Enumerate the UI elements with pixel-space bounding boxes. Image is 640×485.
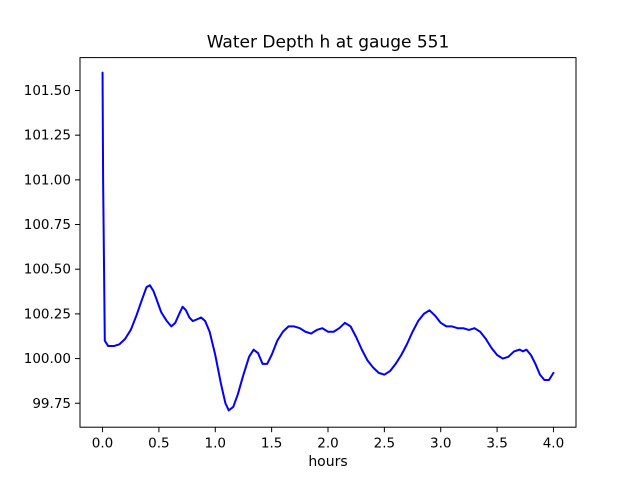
x-axis-tick-label: 0.0 [92,436,113,452]
chart-title: Water Depth h at gauge 551 [207,33,450,53]
y-axis-tick-label: 99.75 [32,396,71,412]
x-axis-tick-label: 0.5 [148,436,169,452]
y-axis-tick-label: 101.00 [24,172,71,188]
x-axis-tick-label: 2.0 [317,436,338,452]
y-axis-tick-label: 101.50 [24,83,71,99]
x-axis-tick-label: 3.0 [430,436,451,452]
x-axis-label: hours [308,454,347,470]
y-axis-tick-label: 100.25 [24,306,71,322]
y-axis: 99.75 100.00 100.25 100.50 100.75 101.00 101.2… [24,83,80,412]
x-axis-tick-label: 1.5 [261,436,282,452]
x-axis-tick-label: 4.0 [543,436,564,452]
y-axis-tick-label: 100.00 [24,351,71,367]
data-series [101,71,555,412]
x-axis-tick-label: 3.5 [486,436,507,452]
x-axis-tick-label: 2.5 [374,436,395,452]
x-axis-tick-label: 1.0 [205,436,226,452]
plot-border [79,57,577,428]
x-axis: 0.0 0.5 1.0 1.5 2.0 2.5 3.0 3.5 4.0 [92,427,564,452]
y-axis-tick-label: 100.75 [24,217,71,233]
y-axis-tick-label: 101.25 [24,128,71,144]
water-depth-line [101,71,555,412]
y-axis-tick-label: 100.50 [24,262,71,278]
